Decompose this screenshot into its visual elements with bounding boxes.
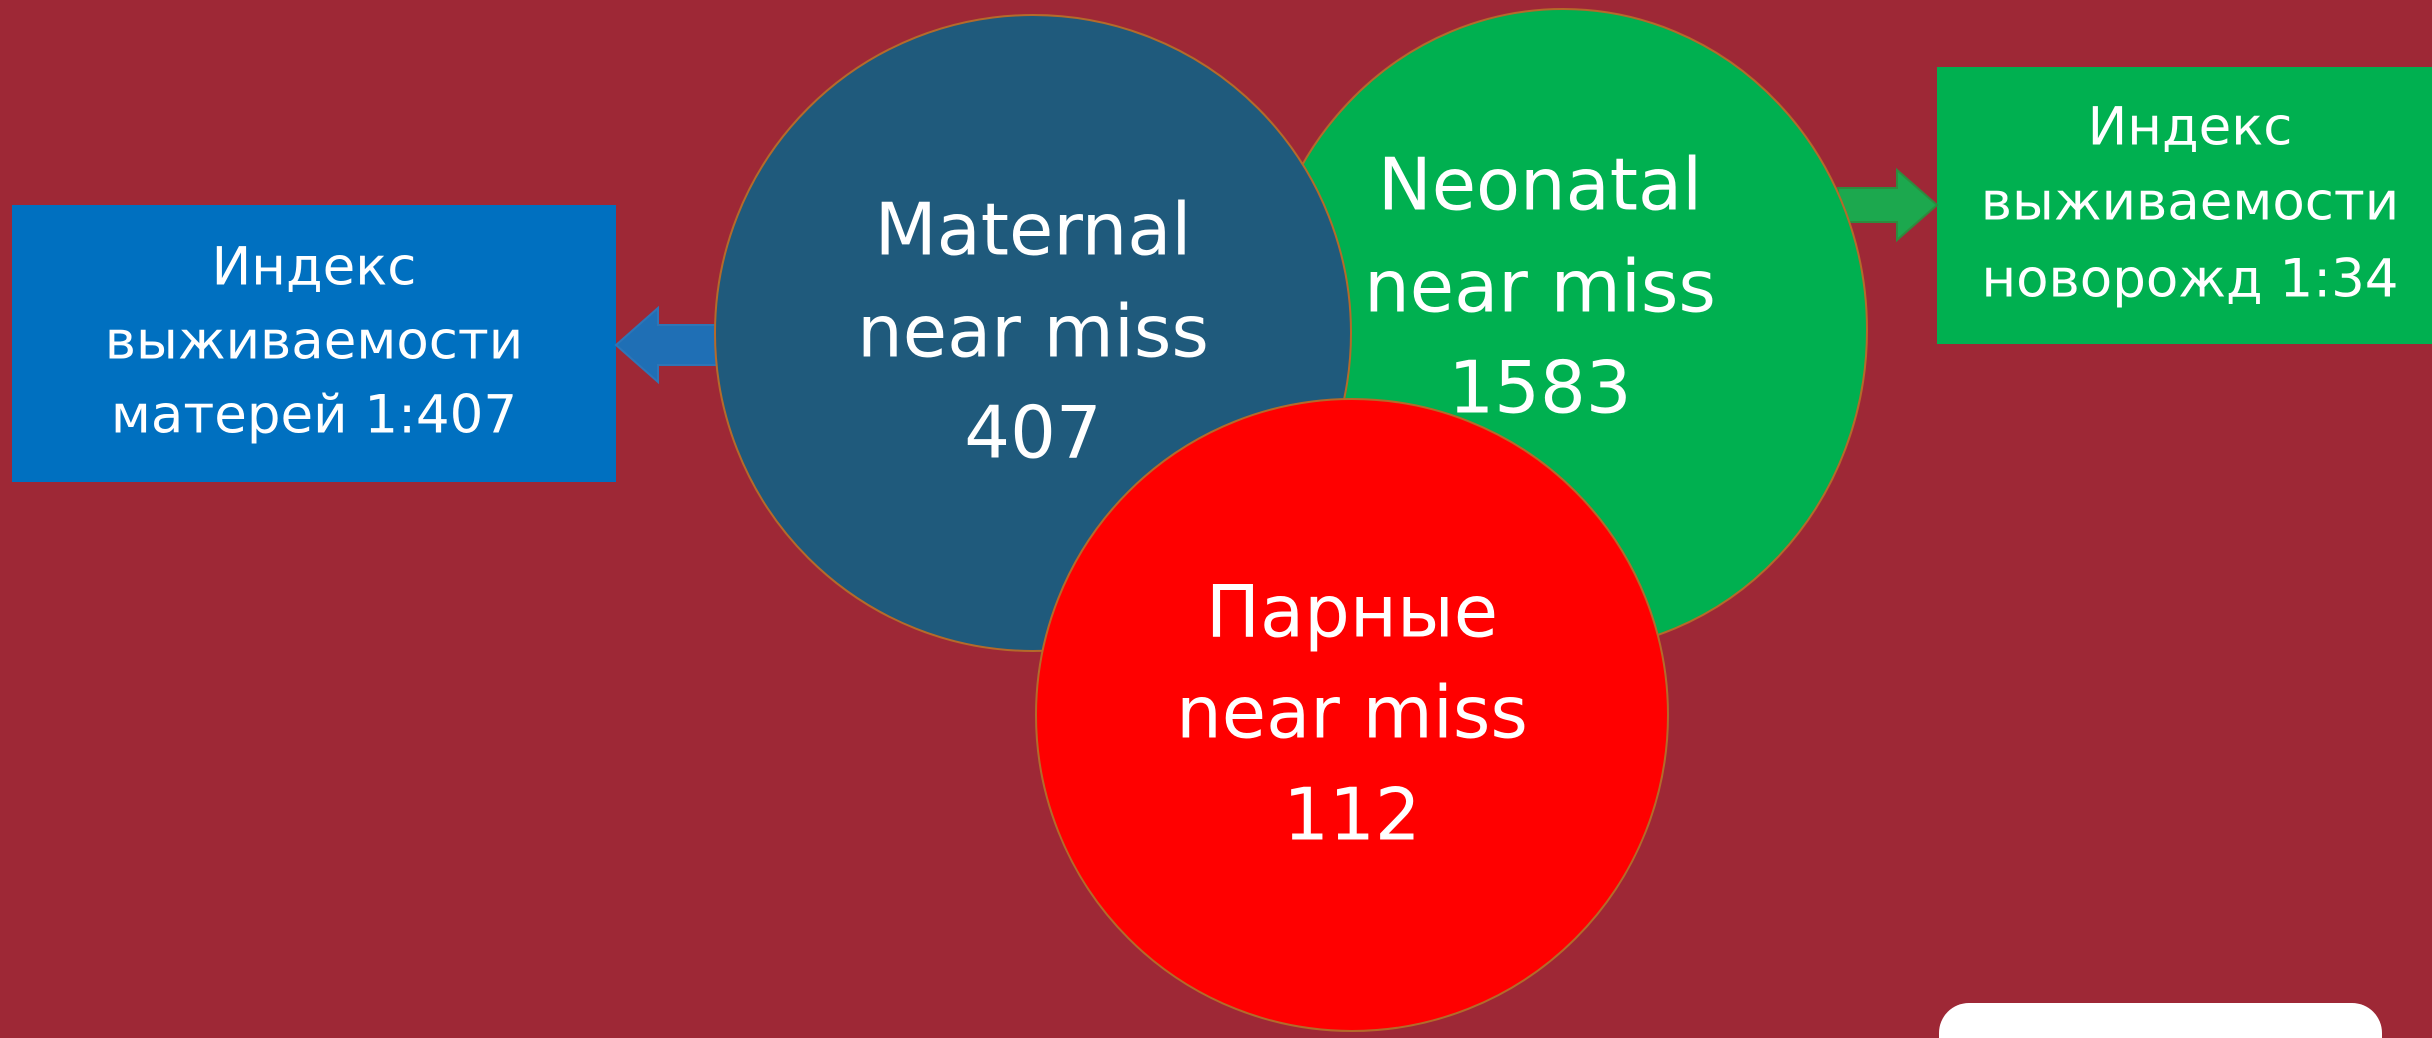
paired-circle [1035,398,1669,1032]
maternal-line: 407 [964,391,1101,475]
paired-line: 112 [1283,773,1420,857]
white-panel [1939,1003,2382,1038]
neonatal-line: Neonatal [1378,143,1702,227]
left-box [12,205,616,482]
maternal-line: Maternal [875,188,1192,272]
left-box-line: Индекс [212,237,417,298]
neonatal-line: 1583 [1448,346,1631,430]
neonatal-line: near miss [1364,245,1716,329]
right-box-line: Индекс [2088,97,2293,158]
right-box-line: новорожд 1:34 [1981,249,2398,310]
paired-line: Парные [1206,570,1498,654]
paired-line: near miss [1176,671,1528,755]
maternal-line: near miss [857,290,1209,374]
left-box-line: выживаемости [105,311,523,372]
left-box-line: матерей 1:407 [111,385,517,446]
right-box [1937,67,2432,344]
left-arrow [614,305,719,385]
right-box-line: выживаемости [1981,172,2399,233]
